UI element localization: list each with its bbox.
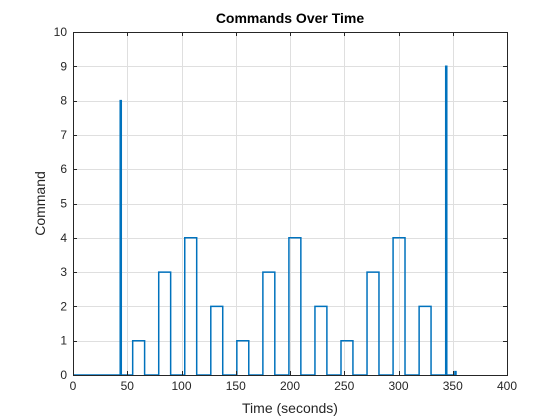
x-tick-label: 0	[70, 379, 77, 393]
y-tick-label: 1	[60, 334, 67, 348]
x-tick-label: 250	[334, 379, 354, 393]
y-tick-label: 7	[60, 128, 67, 142]
chart-title: Commands Over Time	[216, 10, 365, 26]
y-tick-label: 10	[54, 25, 68, 39]
x-tick-label: 350	[443, 379, 463, 393]
command-series-line	[73, 65, 457, 376]
y-axis-label: Command	[32, 171, 48, 236]
y-tick-label: 6	[60, 162, 67, 176]
y-tick-label: 5	[60, 197, 67, 211]
y-tick-label: 3	[60, 265, 67, 279]
x-axis-label: Time (seconds)	[242, 400, 338, 416]
y-tick-label: 9	[60, 59, 67, 73]
y-tick-label: 4	[60, 231, 67, 245]
x-tick-label: 200	[280, 379, 300, 393]
y-tick-label: 0	[60, 368, 67, 382]
ticks: 0 50 100 150 200 250 300 350 400 0 1 2 3 4 5 6 7 8 9 10	[54, 25, 518, 393]
x-tick-label: 100	[171, 379, 191, 393]
plot-lines	[73, 65, 457, 376]
x-tick-label: 400	[497, 379, 517, 393]
y-tick-label: 2	[60, 299, 67, 313]
x-tick-label: 300	[388, 379, 408, 393]
x-tick-label: 150	[226, 379, 246, 393]
x-tick-label: 50	[121, 379, 135, 393]
y-tick-label: 8	[60, 94, 67, 108]
